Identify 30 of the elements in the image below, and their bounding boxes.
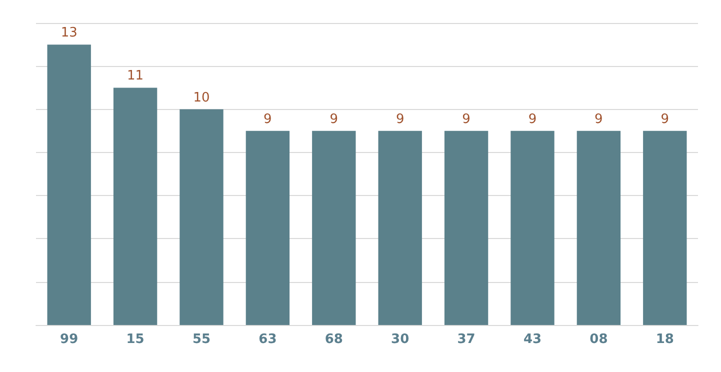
x-tick-label: 15 [126,332,144,347]
data-label: 9 [660,112,670,127]
x-tick-label: 37 [457,332,476,347]
x-tick-label: 30 [391,332,410,347]
bar [510,130,554,325]
bar [312,130,356,325]
x-tick-label: 18 [656,332,674,347]
data-label: 9 [528,112,537,127]
data-label: 9 [264,112,272,127]
x-tick-label: 68 [324,332,343,347]
x-tick-label: 43 [523,332,542,347]
bar [246,130,290,325]
x-tick-label: 55 [192,332,211,347]
x-tick-label: 99 [60,332,78,347]
bar [378,130,422,325]
data-label: 9 [330,112,338,127]
data-label: 13 [60,26,78,41]
x-tick-label: 63 [258,332,277,347]
bar [444,130,488,325]
data-label: 9 [462,112,470,127]
data-label: 11 [127,68,144,84]
bar [180,109,224,325]
bar [47,44,91,325]
bar [113,88,158,325]
data-label: 9 [594,112,603,127]
data-label: 9 [396,112,404,127]
x-tick-label: 08 [590,332,608,347]
bar [643,130,687,325]
bar [576,130,621,325]
data-label: 10 [193,90,210,106]
